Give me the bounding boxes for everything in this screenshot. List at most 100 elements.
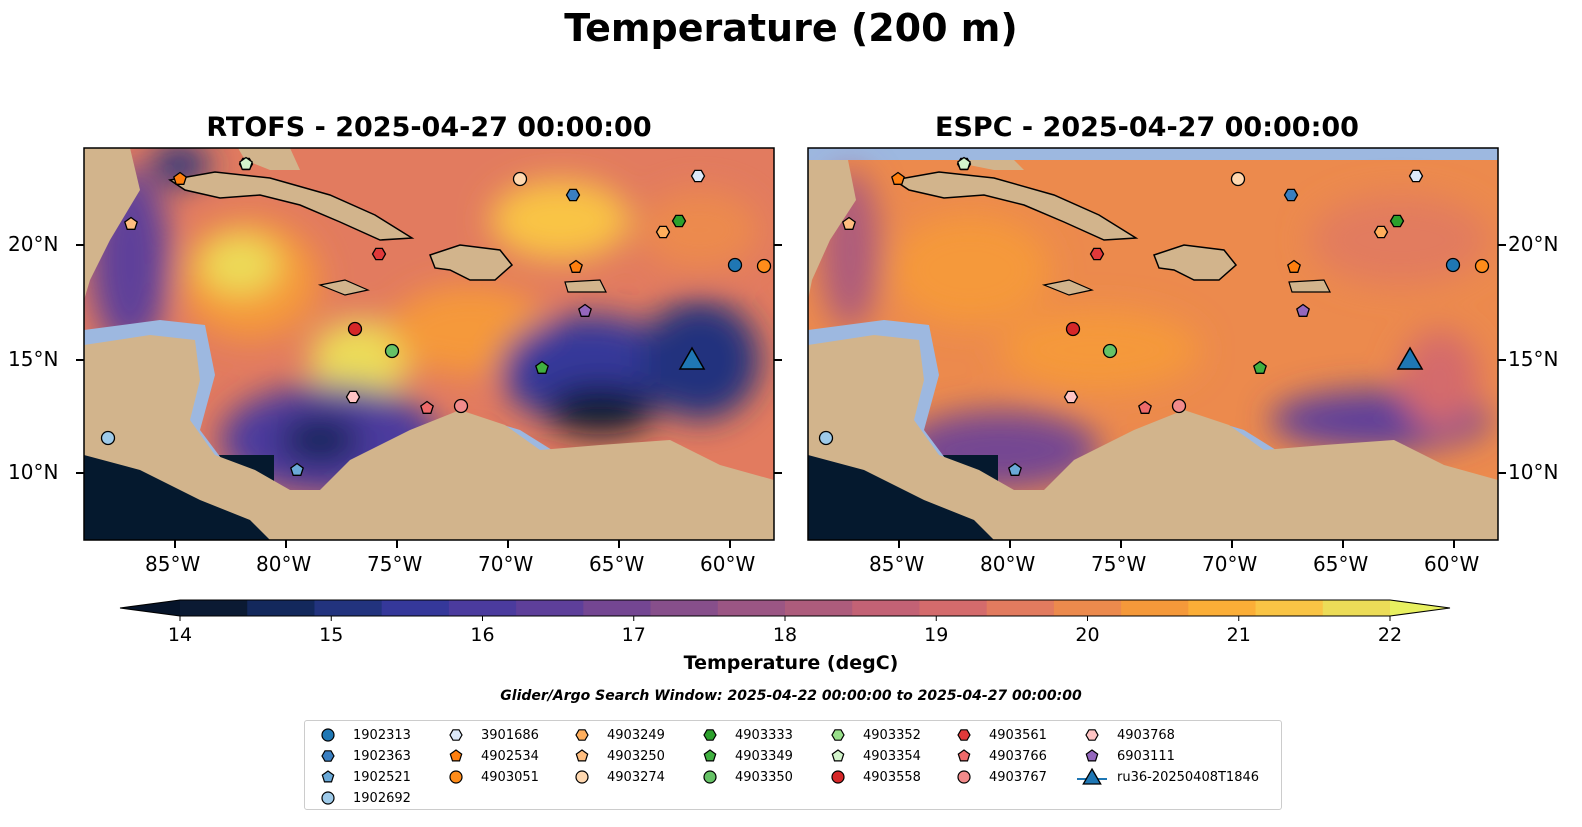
espc-markers [818, 156, 1490, 476]
colorbar-tick-label: 22 [1377, 624, 1403, 646]
marker-4903558 [1065, 321, 1081, 337]
marker-4903349 [1253, 360, 1267, 374]
marker-4903350 [384, 343, 400, 359]
legend-label: 1902521 [353, 769, 411, 785]
colorbar-segment [852, 600, 920, 616]
marker-4903274 [1230, 171, 1246, 187]
lon-label-80: 80°W [256, 552, 312, 576]
colorbar-segment [785, 600, 853, 616]
lon-label-85-espc: 85°W [869, 552, 925, 576]
legend-item-4903352: 4903352 [823, 725, 921, 745]
lat-label-20: 20°N [8, 232, 59, 256]
legend-item-4903768: 4903768 [1077, 725, 1175, 745]
circle-icon [449, 770, 463, 784]
marker-ru36-20250408T1846 [1396, 346, 1424, 370]
marker-4903333 [1389, 214, 1405, 228]
legend-label: 4903352 [863, 727, 921, 743]
legend-label: 4903354 [863, 748, 921, 764]
marker-1902521 [1008, 462, 1022, 476]
rtofs-markers [100, 156, 772, 476]
land-shelf [84, 148, 774, 540]
rtofs-panel-title: RTOFS - 2025-04-27 00:00:00 [206, 112, 652, 143]
legend-item-1902692: 1902692 [313, 788, 411, 808]
colorbar-segment [583, 600, 652, 616]
espc-map [808, 148, 1498, 540]
pentagon-icon [1085, 749, 1099, 762]
colorbar-segment [1188, 600, 1257, 616]
search-window-text: Glider/Argo Search Window: 2025-04-22 00… [500, 688, 1082, 704]
legend-label: 4903766 [989, 748, 1047, 764]
legend-item-4902534: 4902534 [441, 746, 539, 766]
circle-icon [321, 791, 335, 805]
land-shelf [808, 160, 1498, 540]
lat-label-15-right: 15°N [1508, 347, 1559, 371]
colorbar-segment [247, 600, 315, 616]
colorbar-segment [1053, 600, 1122, 616]
marker-4903768 [345, 390, 361, 404]
hexagon-icon [703, 729, 717, 741]
legend-label: 4903767 [989, 769, 1047, 785]
marker-4902534 [569, 259, 583, 273]
marker-1902313 [1445, 257, 1461, 273]
hexagon-icon [321, 750, 335, 762]
marker-ru36-20250408T1846 [678, 346, 706, 370]
marker-4903561 [371, 247, 387, 261]
colorbar-tick-label: 16 [470, 624, 495, 646]
colorbar-tick-label: 15 [319, 624, 344, 646]
marker-1902692 [818, 430, 834, 446]
lat-label-10: 10°N [8, 460, 59, 484]
colorbar-segment [314, 600, 383, 616]
marker-4903274 [512, 171, 528, 187]
marker-4903250 [124, 216, 138, 230]
marker-1902692 [100, 430, 116, 446]
legend-item-4903767: 4903767 [949, 767, 1047, 787]
circle-icon [321, 728, 335, 742]
legend-item-4903250: 4903250 [567, 746, 665, 766]
lon-label-70-espc: 70°W [1202, 552, 1258, 576]
legend-label: 4903274 [607, 769, 665, 785]
maps-canvas [76, 147, 1506, 548]
hexagon-icon [449, 729, 463, 741]
pentagon-icon [575, 749, 589, 762]
lon-label-65-espc: 65°W [1313, 552, 1369, 576]
legend-item-4903558: 4903558 [823, 767, 921, 787]
legend-item-4903333: 4903333 [695, 725, 793, 745]
marker-3901686 [690, 169, 706, 183]
legend-label: 4903333 [735, 727, 793, 743]
marker-3901686 [1408, 169, 1424, 183]
colorbar-segment [448, 600, 517, 616]
marker-4903333 [671, 214, 687, 228]
colorbar-segment [717, 600, 786, 616]
marker-1902363 [565, 188, 581, 202]
legend-label: 4903558 [863, 769, 921, 785]
colorbar-segment [516, 600, 584, 616]
colorbar-segment [1322, 600, 1391, 616]
triangle-icon [1077, 767, 1107, 785]
marker-1902363 [1283, 188, 1299, 202]
marker-4903051 [756, 258, 772, 274]
legend-item-4903766: 4903766 [949, 746, 1047, 766]
colorbar-segment [650, 600, 719, 616]
legend-item-1902313: 1902313 [313, 725, 411, 745]
legend-label: 4902534 [481, 748, 539, 764]
pentagon-icon [449, 749, 463, 762]
marker-6903111 [1296, 303, 1310, 317]
marker-4903250 [842, 216, 856, 230]
lon-label-80-espc: 80°W [980, 552, 1036, 576]
lat-label-15: 15°N [8, 347, 59, 371]
legend-item-1902363: 1902363 [313, 746, 411, 766]
colorbar-segment [180, 600, 248, 616]
marker-4903354 [239, 156, 253, 170]
hexagon-icon [1085, 729, 1099, 741]
marker-4902534 [891, 171, 905, 185]
legend-item-4903051: 4903051 [441, 767, 539, 787]
lat-label-20-right: 20°N [1508, 232, 1559, 256]
legend-label: 4903249 [607, 727, 665, 743]
colorbar-segment [986, 600, 1055, 616]
marker-4903767 [1171, 398, 1187, 414]
pentagon-icon [321, 770, 335, 783]
marker-4903558 [347, 321, 363, 337]
lon-label-85: 85°W [145, 552, 201, 576]
colorbar-tick-label: 19 [924, 624, 949, 646]
marker-4903249 [1373, 225, 1389, 239]
